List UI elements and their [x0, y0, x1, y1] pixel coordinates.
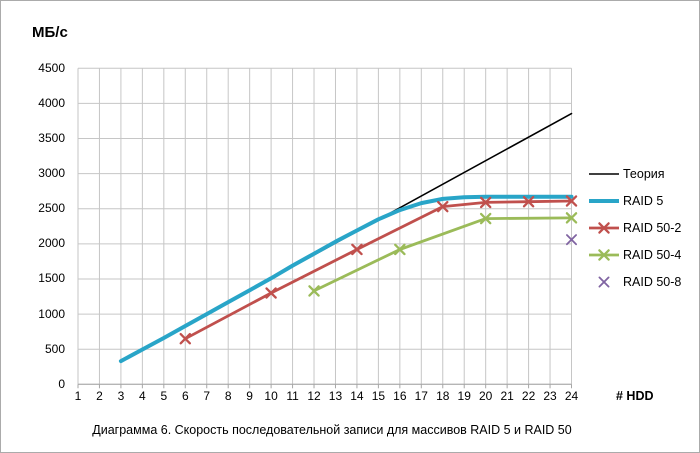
legend-item-theory: Теория — [589, 160, 681, 187]
legend-label: RAID 50-4 — [623, 247, 682, 262]
x-tick-label: 4 — [139, 389, 146, 403]
series-marker-raid-50-2 — [265, 287, 277, 299]
y-tick-label: 3500 — [38, 131, 65, 146]
legend-label: RAID 50-2 — [623, 220, 682, 235]
x-tick-label: 16 — [393, 389, 407, 403]
legend-label: RAID 50-8 — [623, 274, 682, 289]
series-marker-raid-50-8 — [566, 234, 577, 246]
legend-swatch-raid-5 — [589, 198, 619, 203]
series-marker-raid-50-2 — [522, 195, 535, 208]
series-marker-raid-50-2 — [565, 195, 578, 207]
series-marker-raid-50-8 — [598, 276, 610, 288]
series-marker-raid-50-4 — [598, 248, 610, 261]
series-marker-raid-50-2 — [437, 200, 449, 213]
y-axis-title: МБ/с — [32, 24, 68, 41]
y-tick-label: 1500 — [38, 271, 65, 286]
legend-swatch-theory — [589, 172, 619, 175]
x-tick-label: 6 — [181, 389, 189, 403]
x-tick-label: 13 — [328, 389, 343, 403]
y-tick-label: 3000 — [38, 166, 65, 181]
series-marker-raid-50-2 — [598, 221, 610, 234]
x-tick-label: 20 — [478, 389, 493, 403]
chart-caption: Диаграмма 6. Скорость последовательной з… — [92, 423, 572, 437]
x-tick-label: 7 — [203, 389, 211, 403]
legend-swatch-raid-50-8 — [598, 276, 610, 288]
x-tick-label: 2 — [96, 389, 103, 403]
x-tick-label: 19 — [457, 389, 471, 403]
x-tick-label: 8 — [224, 389, 232, 403]
series-marker-raid-50-2 — [179, 332, 192, 345]
series-marker-raid-50-2 — [351, 243, 363, 256]
x-tick-label: 23 — [543, 389, 557, 403]
series-marker-raid-50-2 — [479, 196, 492, 209]
x-tick-label: 5 — [160, 389, 168, 403]
legend-item-raid-5: RAID 5 — [589, 187, 681, 214]
x-tick-label: 14 — [350, 389, 364, 403]
series-marker-raid-50-4 — [308, 285, 320, 297]
series-marker-raid-50-4 — [394, 243, 406, 256]
x-tick-label: 21 — [500, 389, 514, 403]
series-marker-raid-50-4 — [479, 212, 492, 225]
legend-item-raid-50-2: RAID 50-2 — [589, 214, 681, 241]
series-line-raid-50-4 — [312, 216, 573, 293]
legend: Теория RAID 5 RAID 50-2 RAID 50-4 RAID 50-8 — [589, 160, 681, 295]
x-tick-label: 22 — [521, 389, 536, 403]
x-tick-label: 17 — [414, 389, 428, 403]
legend-swatch-raid-50-2 — [589, 221, 619, 234]
series-line-raid-5 — [118, 194, 574, 364]
x-tick-label: 18 — [436, 389, 450, 403]
x-tick-label: 3 — [117, 389, 125, 403]
legend-label: Теория — [623, 166, 665, 181]
y-tick-label: 4500 — [38, 60, 65, 75]
x-tick-label: 10 — [264, 389, 278, 403]
legend-label: RAID 5 — [623, 193, 664, 208]
y-tick-label: 4000 — [38, 95, 65, 110]
x-tick-label: 9 — [246, 389, 253, 403]
x-tick-label: 12 — [307, 389, 321, 403]
series-marker-raid-50-4 — [565, 212, 578, 224]
x-tick-label: 24 — [564, 389, 579, 403]
y-tick-label: 2500 — [38, 201, 65, 216]
y-tick-label: 2000 — [38, 236, 65, 251]
legend-item-raid-50-4: RAID 50-4 — [589, 241, 681, 268]
x-tick-label: 1 — [74, 389, 82, 403]
y-tick-label: 0 — [58, 376, 65, 391]
x-axis-title: # HDD — [616, 389, 654, 403]
legend-swatch-raid-50-4 — [589, 248, 619, 261]
x-tick-label: 15 — [371, 389, 386, 403]
y-tick-label: 500 — [44, 341, 65, 356]
x-tick-label: 11 — [286, 389, 299, 403]
legend-item-raid-50-8: RAID 50-8 — [589, 268, 681, 295]
y-tick-label: 1000 — [38, 306, 65, 321]
